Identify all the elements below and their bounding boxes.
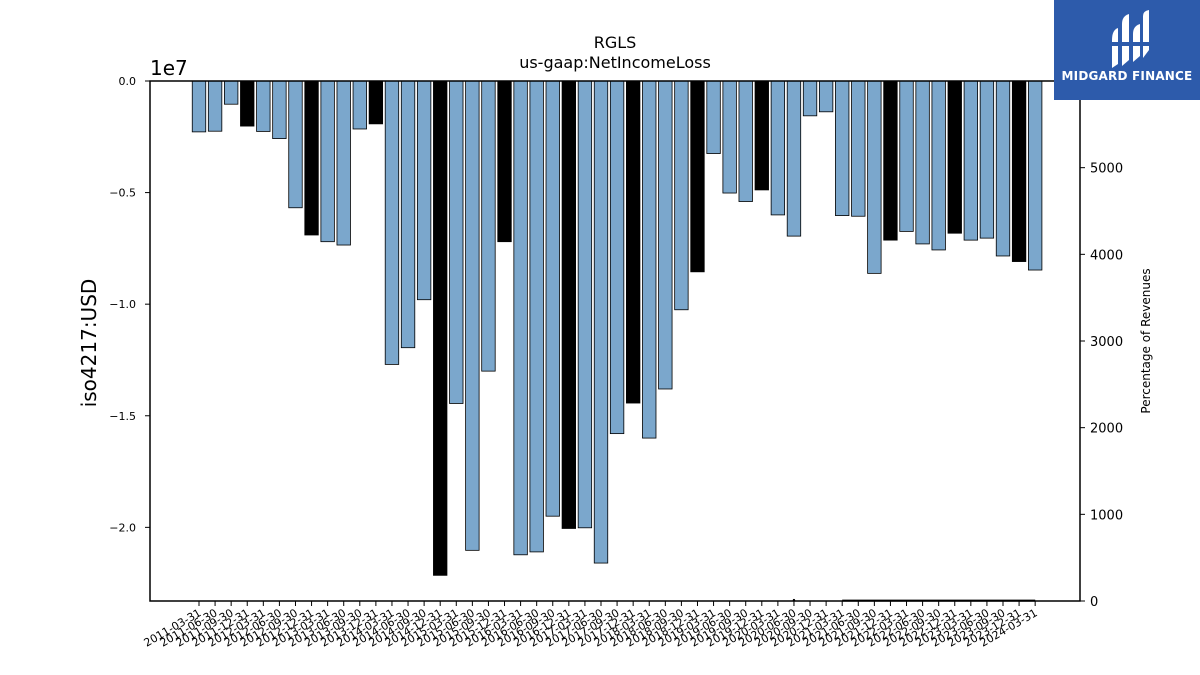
bar-2021-12-31	[883, 80, 898, 241]
y-tick-label: −1.0	[109, 298, 136, 311]
bar-2011-06-30	[207, 80, 223, 132]
brand-name: MIDGARD FINANCE	[1061, 69, 1193, 83]
bar-2018-09-30	[674, 80, 689, 311]
bar-2015-12-31	[497, 80, 512, 243]
plot-frame	[149, 80, 1081, 602]
bar-2011-09-30	[224, 80, 239, 105]
midgard-logo-icon	[1110, 10, 1152, 68]
bar-2016-03-31	[513, 80, 528, 556]
bar-2020-06-30	[786, 80, 802, 237]
bar-2019-03-31	[706, 80, 721, 154]
bar-2011-12-31	[240, 80, 255, 127]
bar-2023-09-30	[995, 80, 1011, 257]
bar-2017-12-31	[626, 80, 641, 404]
brand-logo: MIDGARD FINANCE	[1054, 0, 1200, 100]
bar-2019-06-30	[722, 80, 737, 194]
bar-2018-06-30	[658, 80, 673, 390]
bar-2019-12-31	[754, 80, 769, 191]
bar-2014-12-31	[433, 80, 448, 576]
y2-tick-label: 0	[1090, 595, 1098, 610]
chart-subtitle: us-gaap:NetIncomeLoss	[519, 53, 711, 72]
y2-tick-label: 4000	[1090, 248, 1123, 263]
bar-2016-12-31	[561, 80, 576, 529]
bar-2020-03-31	[770, 80, 786, 216]
bar-2012-12-31	[304, 80, 319, 236]
bars-group	[191, 80, 1043, 576]
bar-2015-06-30	[465, 80, 480, 551]
bar-2022-03-31	[899, 80, 914, 232]
bar-2015-09-30	[481, 80, 496, 372]
bar-2022-06-30	[915, 80, 930, 245]
bar-2014-03-31	[384, 80, 400, 365]
bar-2013-03-31	[320, 80, 335, 243]
chart-title: RGLS	[594, 33, 637, 52]
y-offset-label: 1e7	[150, 56, 188, 80]
bar-2020-12-31	[818, 80, 834, 113]
bar-2021-06-30	[851, 80, 866, 217]
bar-2017-06-30	[593, 80, 609, 564]
bar-2017-03-31	[577, 80, 593, 529]
bar-2012-03-31	[256, 80, 271, 132]
bar-2018-12-31	[690, 80, 705, 273]
y-tick-label: −0.5	[109, 187, 136, 200]
bar-2012-09-30	[288, 80, 303, 209]
x-axis: 2011-03-312011-06-302011-09-302011-12-31…	[142, 601, 1040, 650]
y2-axis-label: Percentage of Revenues	[1139, 268, 1153, 413]
bar-2012-06-30	[272, 80, 287, 139]
bar-2020-09-30	[802, 80, 818, 117]
y2-axis: 0 1000 2000 3000 4000 5000	[1080, 162, 1123, 610]
bar-2014-06-30	[400, 80, 416, 349]
y2-tick-label: 5000	[1090, 162, 1123, 177]
bar-2023-06-30	[979, 80, 995, 239]
bar-2021-09-30	[867, 80, 882, 274]
bar-2019-09-30	[738, 80, 753, 202]
bar-2013-09-30	[352, 80, 367, 130]
bar-2022-09-30	[931, 80, 946, 251]
bar-2014-09-30	[416, 80, 432, 301]
y-tick-label: −1.5	[109, 410, 136, 423]
bar-2016-09-30	[545, 80, 560, 517]
bar-2018-03-31	[642, 80, 657, 439]
y2-tick-label: 1000	[1090, 508, 1123, 523]
bar-2023-12-31	[1011, 80, 1027, 262]
y-tick-label: −2.0	[109, 521, 136, 534]
bar-2023-03-31	[963, 80, 978, 241]
y2-tick-label: 3000	[1090, 335, 1123, 350]
y-axis: 0.0 −0.5 −1.0 −1.5 −2.0	[109, 75, 150, 534]
bar-2013-12-31	[368, 80, 384, 125]
bar-2017-09-30	[609, 80, 625, 435]
bar-2011-03-31	[191, 80, 207, 133]
bar-2016-06-30	[529, 80, 544, 553]
bar-2013-06-30	[336, 80, 351, 246]
bar-2024-03-31	[1028, 80, 1043, 271]
bar-2015-03-31	[449, 80, 464, 404]
y-axis-label: iso4217:USD	[77, 279, 101, 408]
bar-2021-03-31	[835, 80, 850, 216]
y-tick-label: 0.0	[119, 75, 137, 88]
bar-2022-12-31	[947, 80, 962, 234]
y2-tick-label: 2000	[1090, 422, 1123, 437]
